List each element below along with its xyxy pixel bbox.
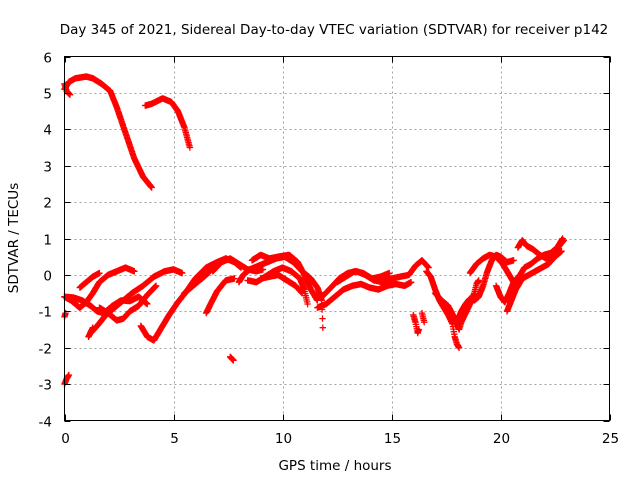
- x-tick-labels: 0 5 10 15 20 25: [61, 431, 619, 447]
- plus-markers: [248, 251, 321, 304]
- plus-markers: [423, 268, 463, 351]
- x-tick-label: 20: [493, 431, 510, 447]
- y-tick-label: 1: [43, 233, 52, 249]
- y-tick-label: 5: [43, 87, 52, 103]
- data-segment: [333, 268, 393, 286]
- data-segment: [203, 275, 238, 317]
- y-tick-label: 6: [43, 51, 52, 67]
- y-tick-label: 3: [43, 160, 52, 176]
- plus-markers: [227, 353, 237, 364]
- data-segment: [257, 271, 306, 297]
- x-tick-label: 15: [384, 431, 401, 447]
- data-segment: [248, 251, 321, 304]
- data-segment: [142, 95, 194, 151]
- data-segment: [314, 279, 415, 311]
- x-tick-label: 25: [602, 431, 619, 447]
- data-segment: [410, 311, 422, 337]
- y-axis-label: SDTVAR / TECUs: [6, 183, 22, 293]
- data-segment: [514, 237, 567, 262]
- y-tick-label: -3: [39, 378, 52, 394]
- y-tick-label: -4: [39, 415, 52, 431]
- y-tick-label: 4: [43, 123, 52, 139]
- plus-markers: [257, 271, 306, 297]
- data-segment: [137, 255, 245, 344]
- data-segment: [61, 73, 155, 191]
- y-tick-label: 0: [43, 269, 52, 285]
- x-tick-label: 0: [61, 431, 70, 447]
- plot-frame: [64, 56, 610, 421]
- data-segment: [418, 309, 428, 326]
- y-tick-labels: -4 -3 -2 -1 0 1 2 3 4 5 6: [39, 51, 52, 431]
- grid-lines: [64, 56, 610, 421]
- data-segment: [96, 282, 160, 324]
- data-segment: [85, 324, 96, 340]
- plus-markers: [466, 251, 517, 286]
- data-segment: [423, 268, 463, 351]
- plus-markers: [85, 324, 96, 340]
- axis-ticks: [64, 56, 611, 422]
- plus-markers: [418, 309, 428, 326]
- plus-markers: [410, 311, 422, 337]
- x-tick-label: 5: [170, 431, 179, 447]
- plus-markers: [333, 268, 393, 286]
- plus-markers: [137, 255, 245, 344]
- data-segment: [227, 353, 237, 364]
- y-tick-label: 2: [43, 196, 52, 212]
- chart-title: Day 345 of 2021, Sidereal Day-to-day VTE…: [60, 22, 609, 38]
- plus-markers: [76, 269, 103, 291]
- plus-markers: [203, 275, 238, 317]
- plus-markers: [314, 279, 415, 311]
- x-axis-label: GPS time / hours: [278, 458, 391, 474]
- y-tick-label: -1: [39, 305, 52, 321]
- plus-markers: [142, 95, 194, 151]
- data-points: [61, 73, 567, 388]
- plus-markers: [61, 73, 155, 191]
- data-segment: [466, 251, 517, 286]
- data-segment: [76, 269, 103, 291]
- x-tick-label: 10: [275, 431, 292, 447]
- y-tick-label: -2: [39, 342, 52, 358]
- plus-markers: [514, 237, 567, 262]
- plus-markers: [96, 282, 160, 324]
